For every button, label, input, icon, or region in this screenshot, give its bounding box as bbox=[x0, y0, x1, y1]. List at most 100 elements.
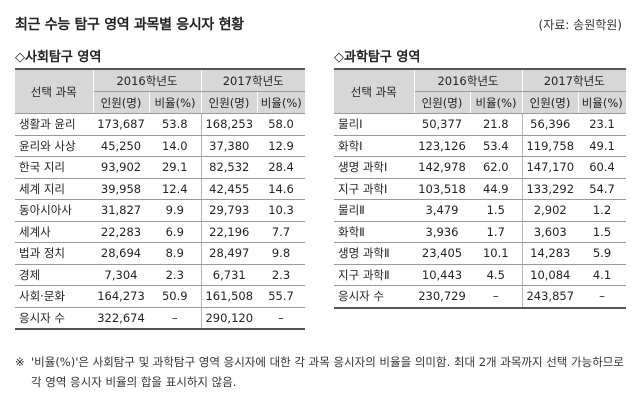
footnote-mark: ※ bbox=[15, 355, 25, 369]
ratio-2016-cell: 44.9 bbox=[470, 178, 522, 200]
count-2017-cell: 42,455 bbox=[200, 178, 257, 200]
subject-cell: 세계 지리 bbox=[15, 178, 93, 200]
footnote: ※ '비율(%)'은 사회탐구 및 과학탐구 영역 응시자에 대한 각 과목 응… bbox=[15, 352, 625, 392]
year-2017-header: 2017학년도 bbox=[200, 68, 305, 92]
ratio-2017-cell: 28.4 bbox=[257, 156, 305, 179]
subject-cell: 사회·문화 bbox=[15, 285, 93, 308]
table-row: 세계사 22,283 6.9 22,196 7.7 bbox=[15, 221, 305, 243]
count-2017-cell: 82,532 bbox=[200, 156, 257, 179]
social-header-row: 선택 과목 2016학년도 2017학년도 bbox=[15, 68, 305, 114]
count-2017-cell: 290,120 bbox=[200, 307, 257, 330]
count-2016-cell: 7,304 bbox=[93, 264, 149, 286]
table-row: 세계 지리 39,958 12.4 42,455 14.6 bbox=[15, 178, 305, 200]
subject-cell: 생명 과학Ⅰ bbox=[334, 156, 414, 179]
year-2016-header: 2016학년도 bbox=[92, 68, 201, 92]
ratio-2016-cell: 29.1 bbox=[149, 156, 201, 179]
count-2017-cell: 119,758 bbox=[521, 135, 578, 157]
table-row: 물리Ⅱ 3,479 1.5 2,902 1.2 bbox=[334, 199, 626, 222]
ratio-2016-cell: 2.3 bbox=[149, 264, 201, 286]
ratio-2016-cell: 53.4 bbox=[470, 135, 522, 157]
ratio-2016-cell: 62.0 bbox=[470, 156, 522, 179]
subject-cell: 화학Ⅰ bbox=[334, 135, 414, 157]
social-table: 선택 과목 2016학년도 2017학년도 인원(명) 비율(%) 인원(명) … bbox=[15, 68, 305, 330]
table-row: 생명 과학Ⅰ 142,978 62.0 147,170 60.4 bbox=[334, 156, 626, 179]
count-2016-cell: 93,902 bbox=[93, 156, 149, 179]
ratio-header: 비율(%) bbox=[577, 91, 626, 114]
source-label: (자료: 송원학원) bbox=[538, 18, 622, 32]
count-2017-cell: 56,396 bbox=[521, 113, 578, 136]
ratio-2016-cell: 1.7 bbox=[470, 221, 522, 243]
ratio-2017-cell: 1.5 bbox=[578, 221, 626, 243]
table-row: 화학Ⅰ 123,126 53.4 119,758 49.1 bbox=[334, 135, 626, 157]
count-2017-cell: 133,292 bbox=[521, 178, 578, 200]
subject-cell: 경제 bbox=[15, 264, 93, 286]
subject-cell: 생활과 윤리 bbox=[15, 113, 93, 136]
count-2016-cell: 103,518 bbox=[414, 178, 470, 200]
count-2017-cell: 14,283 bbox=[521, 242, 578, 265]
ratio-header: 비율(%) bbox=[148, 91, 201, 114]
ratio-2017-cell: 7.7 bbox=[257, 221, 305, 243]
count-2016-cell: 164,273 bbox=[93, 285, 149, 308]
science-table: 선택 과목 2016학년도 2017학년도 인원(명) 비율(%) 인원(명) … bbox=[334, 68, 626, 309]
subject-cell: 법과 정치 bbox=[15, 242, 93, 265]
ratio-2017-cell: 5.9 bbox=[578, 242, 626, 265]
table-row: 생활과 윤리 173,687 53.8 168,253 58.0 bbox=[15, 113, 305, 136]
count-2016-cell: 230,729 bbox=[414, 285, 470, 309]
table-row: 지구 과학Ⅱ 10,443 4.5 10,084 4.1 bbox=[334, 264, 626, 286]
table-row: 한국 지리 93,902 29.1 82,532 28.4 bbox=[15, 156, 305, 179]
count-2016-cell: 45,250 bbox=[93, 135, 149, 157]
count-header: 인원(명) bbox=[521, 91, 578, 114]
count-2017-cell: 168,253 bbox=[200, 113, 257, 136]
subject-cell: 물리Ⅱ bbox=[334, 199, 414, 222]
ratio-2017-cell: 14.6 bbox=[257, 178, 305, 200]
subject-cell: 물리Ⅰ bbox=[334, 113, 414, 136]
count-2017-cell: 3,603 bbox=[521, 221, 578, 243]
ratio-2016-cell: 12.4 bbox=[149, 178, 201, 200]
table-row: 화학Ⅱ 3,936 1.7 3,603 1.5 bbox=[334, 221, 626, 243]
table-row: 사회·문화 164,273 50.9 161,508 55.7 bbox=[15, 285, 305, 308]
ratio-2016-cell: – bbox=[149, 307, 201, 330]
subject-cell: 윤리와 사상 bbox=[15, 135, 93, 157]
ratio-2016-cell: 21.8 bbox=[470, 113, 522, 136]
count-2016-cell: 3,936 bbox=[414, 221, 470, 243]
ratio-2016-cell: 4.5 bbox=[470, 264, 522, 286]
table-row: 동아시아사 31,827 9.9 29,793 10.3 bbox=[15, 199, 305, 222]
subject-cell: 화학Ⅱ bbox=[334, 221, 414, 243]
count-2016-cell: 39,958 bbox=[93, 178, 149, 200]
table-row: 윤리와 사상 45,250 14.0 37,380 12.9 bbox=[15, 135, 305, 157]
footnote-text: '비율(%)'은 사회탐구 및 과학탐구 영역 응시자에 대한 각 과목 응시자… bbox=[31, 355, 624, 389]
count-2017-cell: 2,902 bbox=[521, 199, 578, 222]
ratio-2017-cell: 1.2 bbox=[578, 199, 626, 222]
subject-cell: 세계사 bbox=[15, 221, 93, 243]
ratio-2017-cell: 60.4 bbox=[578, 156, 626, 179]
count-2017-cell: 29,793 bbox=[200, 199, 257, 222]
page-title: 최근 수능 탐구 영역 과목별 응시자 현황 bbox=[15, 17, 244, 33]
ratio-2016-cell: 53.8 bbox=[149, 113, 201, 136]
ratio-2016-cell: 14.0 bbox=[149, 135, 201, 157]
count-2017-cell: 243,857 bbox=[521, 285, 578, 309]
science-header-row: 선택 과목 2016학년도 2017학년도 bbox=[334, 68, 626, 114]
subject-header: 선택 과목 bbox=[15, 68, 94, 114]
ratio-2017-cell: 10.3 bbox=[257, 199, 305, 222]
ratio-2017-cell: 55.7 bbox=[257, 285, 305, 308]
subject-cell: 한국 지리 bbox=[15, 156, 93, 179]
subject-cell: 응시자 수 bbox=[334, 285, 414, 309]
ratio-2017-cell: 49.1 bbox=[578, 135, 626, 157]
count-2016-cell: 23,405 bbox=[414, 242, 470, 265]
count-2017-cell: 22,196 bbox=[200, 221, 257, 243]
table-row: 응시자 수 230,729–243,857– bbox=[334, 285, 626, 309]
count-2017-cell: 161,508 bbox=[200, 285, 257, 308]
count-2016-cell: 142,978 bbox=[414, 156, 470, 179]
table-row: 생명 과학Ⅱ 23,405 10.1 14,283 5.9 bbox=[334, 242, 626, 265]
count-2017-cell: 147,170 bbox=[521, 156, 578, 179]
ratio-2016-cell: 8.9 bbox=[149, 242, 201, 265]
table-row: 지구 과학Ⅰ 103,518 44.9 133,292 54.7 bbox=[334, 178, 626, 200]
count-2017-cell: 37,380 bbox=[200, 135, 257, 157]
ratio-2017-cell: 4.1 bbox=[578, 264, 626, 286]
ratio-2016-cell: – bbox=[470, 285, 522, 309]
ratio-2017-cell: – bbox=[578, 285, 626, 309]
ratio-2017-cell: 54.7 bbox=[578, 178, 626, 200]
count-2017-cell: 28,497 bbox=[200, 242, 257, 265]
count-header: 인원(명) bbox=[200, 91, 257, 114]
count-2016-cell: 173,687 bbox=[93, 113, 149, 136]
